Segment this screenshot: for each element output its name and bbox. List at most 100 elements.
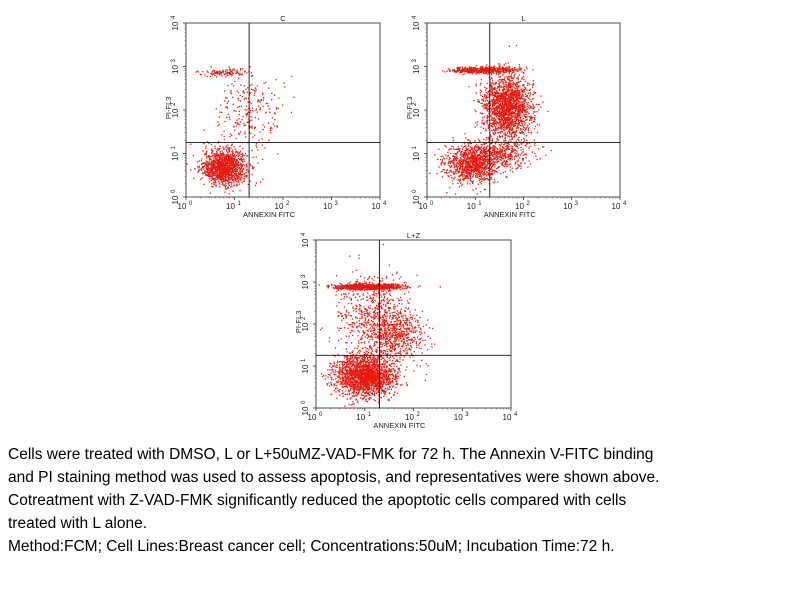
event-dot xyxy=(472,182,474,184)
event-dot xyxy=(532,103,534,105)
event-dot xyxy=(523,103,525,105)
event-dot xyxy=(498,84,500,86)
event-dot xyxy=(198,160,201,162)
event-dot xyxy=(497,158,499,160)
event-dot xyxy=(255,90,257,93)
event-dot xyxy=(463,177,465,179)
event-dot xyxy=(236,163,238,165)
event-dot xyxy=(484,160,486,162)
event-dot xyxy=(524,88,527,90)
event-dot xyxy=(515,127,517,129)
event-dot xyxy=(520,88,522,90)
event-dot xyxy=(491,122,493,124)
event-dot xyxy=(506,92,508,94)
event-dot xyxy=(255,156,257,158)
event-dot xyxy=(474,149,476,151)
event-dot xyxy=(508,122,511,124)
event-dot xyxy=(449,161,451,163)
event-dot xyxy=(491,160,493,162)
event-dot xyxy=(260,99,262,101)
event-dot xyxy=(218,176,221,178)
event-dot xyxy=(518,112,520,114)
event-dot xyxy=(226,69,228,71)
event-dot xyxy=(459,157,462,159)
event-dot xyxy=(509,118,512,121)
event-dot xyxy=(276,107,278,109)
event-dot xyxy=(533,84,535,86)
event-dot xyxy=(474,151,476,154)
event-dot xyxy=(250,126,252,128)
event-dot xyxy=(479,112,481,114)
event-dot xyxy=(246,112,248,114)
event-dot xyxy=(505,113,508,116)
event-dot xyxy=(493,102,495,104)
event-dot xyxy=(469,178,471,180)
event-dot xyxy=(486,64,488,66)
event-dot xyxy=(235,179,237,181)
event-dot xyxy=(478,179,480,181)
event-dot xyxy=(460,154,462,156)
event-dot xyxy=(502,90,504,92)
event-dot xyxy=(531,118,533,120)
event-dot xyxy=(217,162,220,165)
event-dot xyxy=(251,119,253,121)
event-dot xyxy=(477,158,479,160)
event-dot xyxy=(259,131,261,133)
event-dot xyxy=(221,164,223,166)
event-dot xyxy=(237,122,239,124)
event-dot xyxy=(272,123,275,125)
event-dot xyxy=(516,103,518,105)
event-dot xyxy=(503,115,505,117)
event-dot xyxy=(245,172,247,174)
event-dot xyxy=(488,150,490,152)
event-dot xyxy=(525,87,527,89)
event-dot xyxy=(516,126,519,128)
event-dot xyxy=(212,69,214,71)
event-dot xyxy=(225,162,227,164)
event-dot xyxy=(507,122,510,124)
event-dot xyxy=(499,120,501,122)
event-dot xyxy=(514,131,516,133)
event-dot xyxy=(516,167,519,169)
event-dot xyxy=(486,114,488,117)
event-dot xyxy=(483,159,486,161)
event-dot xyxy=(457,163,459,165)
event-dot xyxy=(205,171,207,173)
event-dot xyxy=(230,172,233,174)
event-dot xyxy=(262,92,264,94)
event-dot xyxy=(453,163,455,165)
event-dot xyxy=(470,173,473,175)
event-dot xyxy=(522,90,525,92)
event-dot xyxy=(274,125,276,127)
event-dot xyxy=(488,96,490,98)
event-dot xyxy=(476,160,478,163)
event-dot xyxy=(486,171,488,173)
event-dot xyxy=(239,170,241,173)
event-dot xyxy=(228,162,230,165)
event-dot xyxy=(232,171,235,174)
event-dot xyxy=(529,117,531,120)
event-dot xyxy=(475,176,477,178)
event-dot xyxy=(506,127,508,129)
event-dot xyxy=(502,106,504,109)
event-dot xyxy=(202,166,204,169)
event-dot xyxy=(492,155,494,157)
event-dot xyxy=(235,150,237,152)
event-dot xyxy=(501,88,504,91)
event-dot xyxy=(226,71,228,73)
event-dot xyxy=(505,83,507,85)
event-dot xyxy=(520,97,522,99)
event-dot xyxy=(500,100,502,102)
event-dot xyxy=(524,109,526,111)
event-dot xyxy=(216,149,219,151)
event-dot xyxy=(517,86,519,88)
event-dot xyxy=(497,102,499,104)
event-dot xyxy=(234,176,236,179)
event-dot xyxy=(509,83,511,85)
event-dot xyxy=(501,109,504,112)
event-dot xyxy=(252,109,254,112)
event-dot xyxy=(520,165,522,167)
event-dot xyxy=(441,162,443,164)
x-tick-exponent: 3 xyxy=(335,201,339,207)
event-dot xyxy=(485,168,487,170)
